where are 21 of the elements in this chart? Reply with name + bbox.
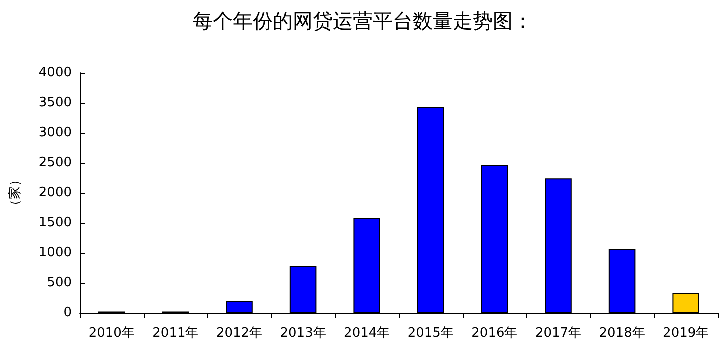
chart-title: 每个年份的网贷运营平台数量走势图： <box>193 9 533 33</box>
x-tick-label: 2015年 <box>408 326 454 341</box>
y-tick-label: 2500 <box>38 156 72 170</box>
y-tick-label: 3500 <box>38 96 72 110</box>
y-tick-label: 0 <box>64 306 72 320</box>
x-tick-label: 2012年 <box>216 326 263 341</box>
y-axis-title: （家） <box>7 174 23 212</box>
x-tick-label: 2019年 <box>663 326 710 341</box>
x-tick-label: 2016年 <box>472 326 518 341</box>
x-tick-label: 2017年 <box>535 326 582 341</box>
x-tick-label: 2014年 <box>344 326 390 341</box>
y-tick-label: 3000 <box>38 126 72 140</box>
y-tick-label: 4000 <box>38 66 72 80</box>
y-tick-label: 500 <box>47 276 72 290</box>
y-tick-label: 1000 <box>38 246 72 260</box>
x-tick-label: 2010年 <box>88 326 135 341</box>
x-tick-label: 2013年 <box>280 326 326 341</box>
x-tick-label: 2011年 <box>152 326 199 341</box>
y-tick-label: 2000 <box>38 186 72 200</box>
x-tick-label: 2018年 <box>599 326 646 341</box>
y-tick-label: 1500 <box>38 216 72 230</box>
